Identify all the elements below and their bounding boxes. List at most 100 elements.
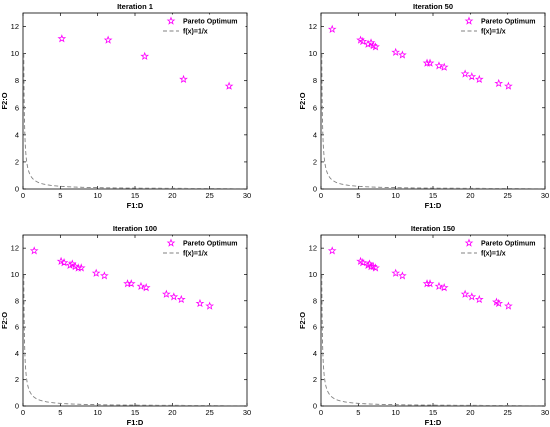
- y-tick-label: 4: [15, 130, 19, 139]
- pareto-point: [76, 263, 86, 272]
- x-axis-label: F1:D: [127, 201, 144, 210]
- x-tick-label: 25: [205, 191, 213, 200]
- pareto-point: [391, 47, 401, 56]
- y-tick-label: 4: [15, 349, 19, 358]
- y-tick-label: 2: [313, 157, 317, 166]
- pareto-point: [434, 61, 444, 70]
- legend-label-curve: f(x)=1/x: [183, 29, 208, 36]
- legend-label-pareto: Pareto Optimum: [481, 241, 535, 248]
- y-tick-label: 12: [309, 22, 317, 31]
- x-tick-label: 0: [319, 408, 323, 417]
- pareto-point: [136, 281, 146, 290]
- y-tick-label: 8: [313, 76, 317, 85]
- y-tick-label: 0: [15, 185, 19, 194]
- pareto-point: [224, 81, 234, 90]
- pareto-point: [460, 289, 470, 298]
- chart-panel-4: Iteration 150 0 5 10 15 20 25 30 0 2 4 6 8 10 12 F1:D F2…: [298, 224, 549, 427]
- chart-title: Iteration 150: [411, 224, 455, 233]
- pareto-point: [425, 279, 435, 288]
- pareto-point: [179, 74, 188, 84]
- pareto-point: [29, 246, 39, 255]
- pareto-point: [434, 281, 444, 290]
- x-tick-label: 30: [541, 191, 549, 200]
- series-curve-1-over-x: [23, 274, 247, 406]
- x-tick-label: 0: [319, 191, 323, 200]
- chart-title: Iteration 50: [413, 2, 453, 11]
- y-tick-label: 0: [313, 402, 317, 411]
- x-tick-label: 15: [131, 408, 139, 417]
- x-tick-label: 15: [429, 191, 437, 200]
- y-tick-label: 8: [313, 296, 317, 305]
- x-tick-label: 25: [503, 408, 511, 417]
- x-tick-label: 20: [168, 191, 176, 200]
- pareto-point: [371, 42, 380, 51]
- pareto-point: [176, 294, 186, 304]
- pareto-point: [140, 51, 150, 61]
- x-tick-label: 20: [466, 191, 474, 200]
- x-tick-label: 30: [243, 191, 251, 200]
- y-axis-label: F2:O: [0, 312, 9, 329]
- y-axis-label: F2:O: [0, 92, 9, 109]
- pareto-point: [439, 62, 449, 71]
- pareto-point: [467, 292, 477, 301]
- plot-area: [320, 12, 546, 190]
- x-tick-label: 20: [168, 408, 176, 417]
- y-tick-label: 2: [15, 157, 19, 166]
- x-tick-label: 25: [503, 191, 511, 200]
- pareto-point: [327, 24, 337, 33]
- x-tick-label: 0: [21, 191, 25, 200]
- legend-marker-pareto: [464, 16, 474, 25]
- chart-panel-3: Iteration 100 0 5 10 15 20 25 30 0 2 4 6 8 10 12 F1:D F2…: [0, 224, 251, 427]
- x-axis-label: F1:D: [127, 418, 144, 427]
- chart-title: Iteration 1: [117, 2, 153, 11]
- legend-label-pareto: Pareto Optimum: [481, 19, 535, 26]
- pareto-point: [504, 81, 513, 90]
- y-tick-label: 0: [313, 185, 317, 194]
- legend-label-pareto: Pareto Optimum: [183, 19, 237, 26]
- y-tick-label: 6: [15, 323, 19, 332]
- x-tick-label: 15: [429, 408, 437, 417]
- y-tick-label: 4: [313, 130, 317, 139]
- pareto-point: [358, 258, 368, 267]
- y-tick-label: 12: [11, 22, 19, 31]
- x-tick-label: 15: [131, 191, 139, 200]
- legend: Pareto Optimum f(x)=1/x: [160, 236, 246, 260]
- y-axis-label: F2:O: [298, 312, 307, 329]
- pareto-point: [398, 271, 407, 280]
- y-tick-label: 10: [11, 270, 19, 279]
- pareto-point: [366, 261, 376, 271]
- pareto-point: [474, 74, 484, 84]
- legend-marker-pareto: [464, 238, 474, 247]
- pareto-point: [425, 58, 435, 67]
- x-tick-label: 10: [391, 408, 399, 417]
- legend-box: [160, 236, 246, 260]
- pareto-point: [371, 263, 380, 272]
- y-tick-label: 8: [15, 76, 19, 85]
- pareto-point: [327, 246, 337, 255]
- pareto-point: [141, 283, 151, 292]
- pareto-point: [57, 34, 67, 43]
- pareto-point: [439, 283, 449, 292]
- y-tick-label: 12: [309, 244, 317, 253]
- x-tick-label: 20: [466, 408, 474, 417]
- chart-title: Iteration 100: [113, 224, 157, 233]
- pareto-point: [205, 301, 215, 310]
- x-tick-label: 30: [541, 408, 549, 417]
- legend-marker-pareto: [166, 238, 176, 247]
- legend-label-curve: f(x)=1/x: [481, 251, 506, 258]
- x-tick-label: 10: [93, 191, 101, 200]
- pareto-point: [126, 279, 136, 288]
- x-tick-label: 25: [205, 408, 213, 417]
- legend: Pareto Optimum f(x)=1/x: [458, 236, 544, 260]
- x-axis-label: F1:D: [425, 418, 442, 427]
- y-tick-label: 6: [313, 323, 317, 332]
- pareto-point: [59, 258, 69, 267]
- y-tick-label: 2: [313, 375, 317, 384]
- plot-area: [22, 12, 248, 190]
- pareto-point: [91, 268, 101, 277]
- legend-label-curve: f(x)=1/x: [183, 251, 208, 258]
- x-tick-label: 30: [243, 408, 251, 417]
- x-tick-label: 5: [58, 408, 62, 417]
- pareto-point: [195, 298, 205, 308]
- x-tick-label: 5: [356, 408, 360, 417]
